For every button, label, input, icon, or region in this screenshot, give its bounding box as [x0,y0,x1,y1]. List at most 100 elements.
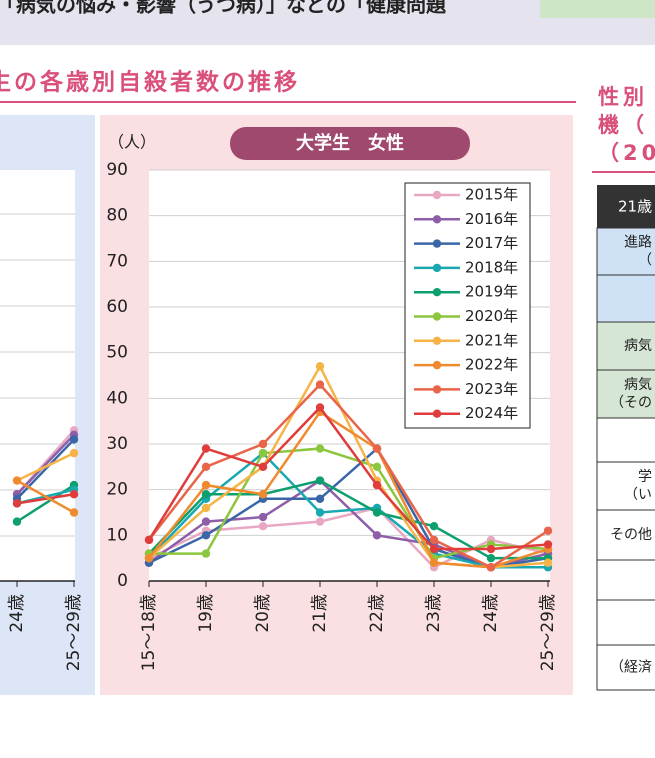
table-cell: （その [610,395,652,411]
marker [201,517,211,526]
marker [315,476,325,485]
marker [201,490,211,499]
y-tick-label: 20 [106,480,128,500]
table-row [596,559,655,601]
table-row [596,321,655,371]
y-tick-label: 70 [106,251,128,271]
marker [258,462,268,472]
left-plot [0,170,75,581]
marker [372,508,382,517]
table-row [596,417,655,463]
legend-label: 2018年 [465,258,518,276]
legend-marker [432,385,442,394]
series-line [148,382,549,569]
marker [543,558,553,567]
y-unit: （人） [108,133,156,152]
legend-marker [432,360,442,370]
marker [429,522,439,531]
x-tick-label: 22歳 [367,594,387,633]
side-title: （20 [598,141,655,165]
series-line [16,434,75,496]
series-line [16,479,75,514]
legend-marker [432,190,442,200]
chart-title: 大学生 女性 [296,132,404,154]
series-line [16,492,75,505]
marker [201,444,211,453]
series-line [147,405,549,551]
legend-marker [432,336,442,345]
x-tick-label: 24歳 [7,594,27,633]
table-cell: （い [624,487,652,503]
legend-marker [432,263,442,273]
marker [429,544,439,554]
marker [315,403,325,412]
series-line [16,452,75,482]
table-cell: その他 [610,527,652,543]
table-row [596,509,655,561]
series-line [149,447,549,560]
marker [201,549,211,558]
legend-box [404,182,531,429]
table-cell: （経済 [610,660,652,676]
legend-label: 2016年 [465,210,518,228]
legend-label: 2021年 [465,331,518,349]
legend-label: 2017年 [465,234,518,252]
y-tick-label: 80 [106,206,128,226]
marker [258,448,268,458]
section-title: 生の各歳別自殺者数の推移 [0,69,300,96]
legend-label: 2019年 [465,283,518,301]
table-row [596,227,655,276]
series-line [148,451,548,569]
legend-label: 2020年 [465,307,518,325]
marker [258,439,268,449]
side-title: 機（ [598,113,648,137]
marker [69,508,79,517]
banner-text: 「病気の悩み・影響（うつ病）」などの「健康問題 [0,0,447,17]
marker [258,512,268,522]
marker [315,444,325,453]
marker [201,531,211,540]
y-tick-label: 90 [106,160,128,180]
x-tick-label: 24歳 [481,594,501,633]
legend-label: 2023年 [465,380,518,398]
chart-main: 0 10 20 30 40 50 60 70 80 90 15～18歳 19歳 20歳 21歳 22歳 23歳… [106,160,558,671]
legend-marker [432,239,442,248]
legend-label: 2015年 [465,186,518,204]
marker [315,517,325,526]
chart-pill [230,127,470,160]
y-tick-label: 10 [106,525,128,545]
x-tick-label: 20歳 [253,594,273,633]
marker [372,444,382,453]
x-tick-label: 25～29歳 [538,594,558,671]
x-tick-label: 25～29歳 [64,594,84,671]
table-cell: 病気 [624,338,652,354]
marker [315,362,325,371]
x-tick-label: 15～18歳 [139,594,159,671]
marker [201,480,211,490]
table-cell: 学 [638,469,652,485]
marker [429,535,439,545]
x-tick-label: 23歳 [424,594,444,633]
marker [12,517,22,526]
table-header-bg [597,185,655,228]
marker [486,544,496,554]
legend-marker [432,409,442,418]
marker [201,503,211,513]
marker [258,490,268,499]
table-cell: 病気 [624,377,652,393]
marker [12,499,22,508]
x-tick-label: 19歳 [196,594,216,633]
marker [315,508,325,517]
marker [543,540,553,549]
series-line [148,479,548,560]
marker [144,535,154,545]
table-row [596,644,655,691]
y-tick-label: 60 [106,297,128,317]
legend-label: 2024年 [465,404,518,422]
chart-left: 24歳 25～29歳 [0,213,84,671]
marker [315,494,325,503]
marker [372,480,382,490]
side-title: 性別 [598,85,648,109]
